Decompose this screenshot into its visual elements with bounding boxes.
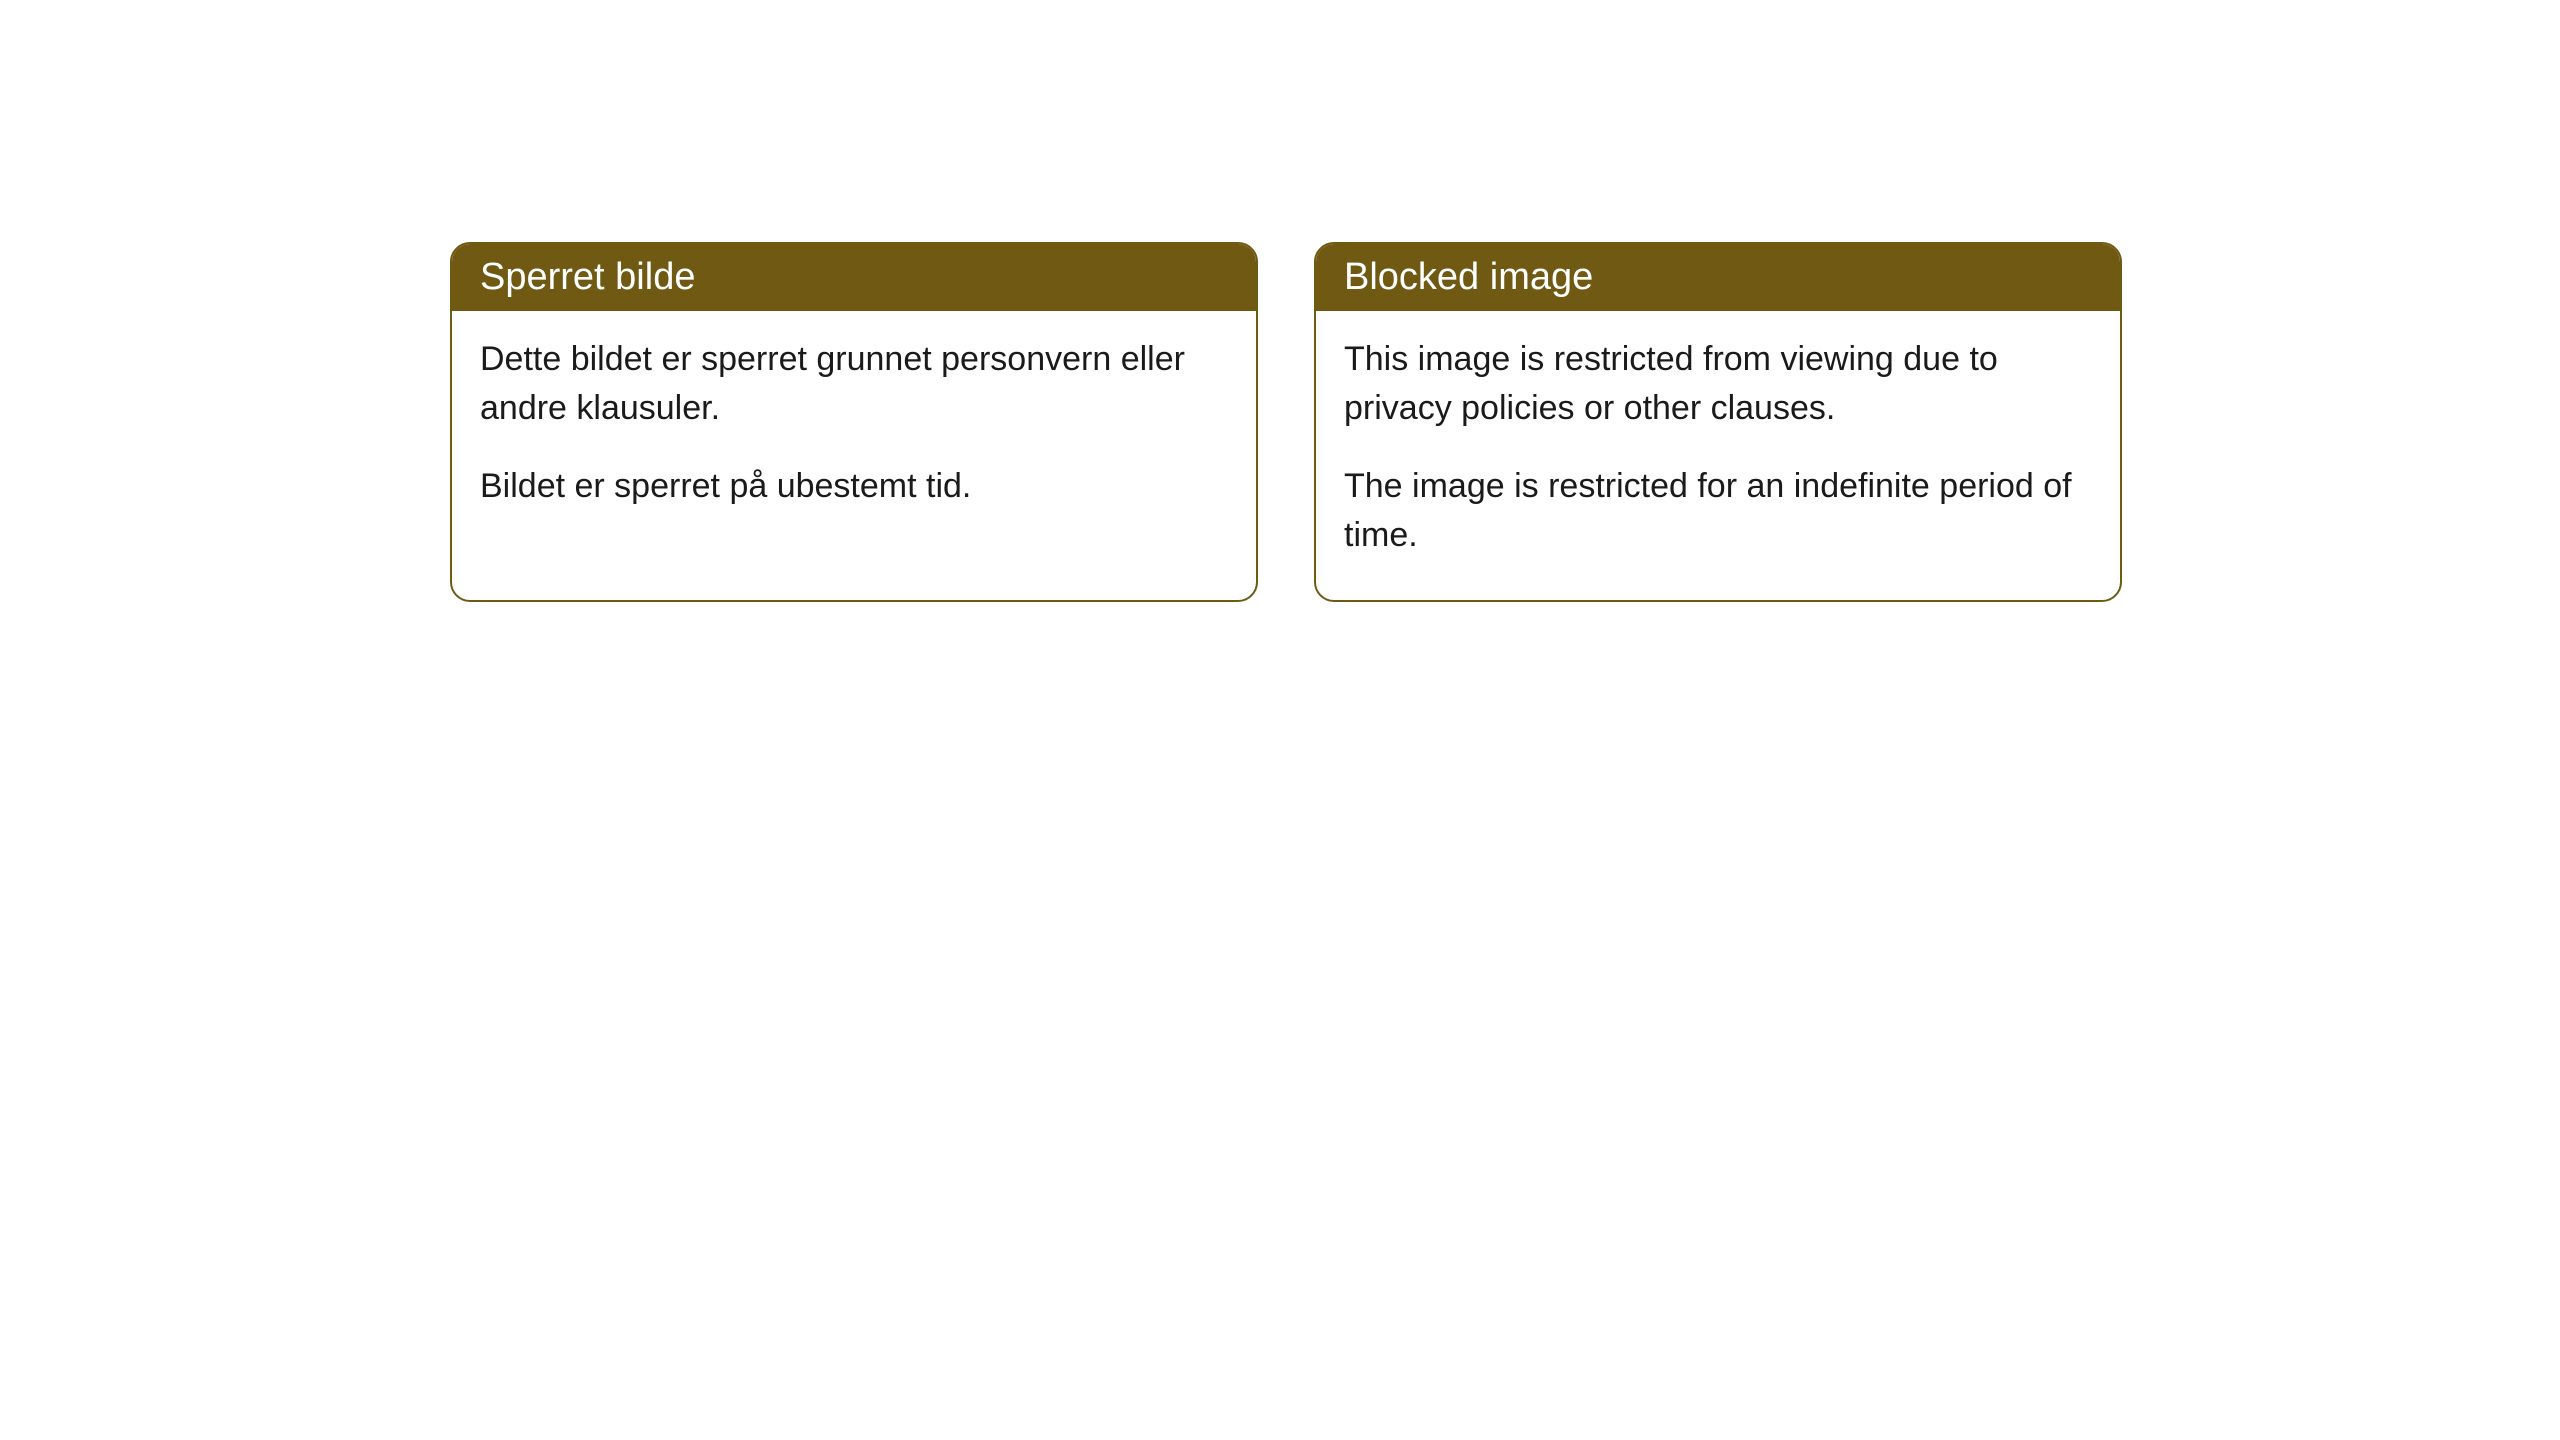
- card-text-line1-norwegian: Dette bildet er sperret grunnet personve…: [480, 335, 1228, 434]
- blocked-image-card-norwegian: Sperret bilde Dette bildet er sperret gr…: [450, 242, 1258, 602]
- card-text-line1-english: This image is restricted from viewing du…: [1344, 335, 2092, 434]
- notice-cards-container: Sperret bilde Dette bildet er sperret gr…: [450, 242, 2122, 602]
- card-body-norwegian: Dette bildet er sperret grunnet personve…: [452, 311, 1256, 551]
- card-header-norwegian: Sperret bilde: [452, 244, 1256, 311]
- blocked-image-card-english: Blocked image This image is restricted f…: [1314, 242, 2122, 602]
- card-text-line2-norwegian: Bildet er sperret på ubestemt tid.: [480, 462, 1228, 511]
- card-body-english: This image is restricted from viewing du…: [1316, 311, 2120, 600]
- card-text-line2-english: The image is restricted for an indefinit…: [1344, 462, 2092, 561]
- card-header-english: Blocked image: [1316, 244, 2120, 311]
